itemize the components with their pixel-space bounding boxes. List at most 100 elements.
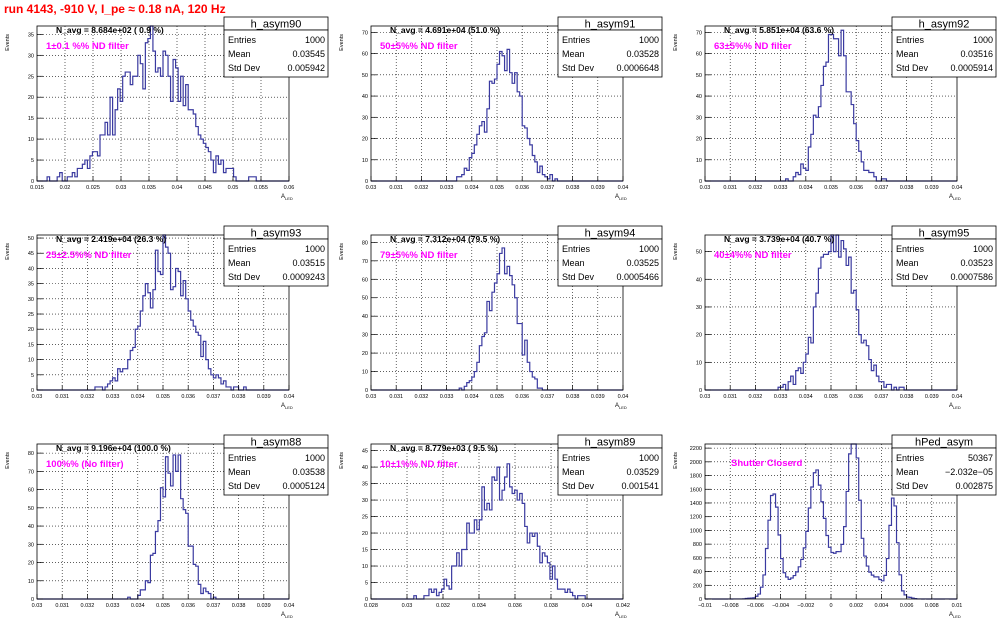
axis-ticks (704, 251, 958, 391)
y-tick-label: 30 (696, 305, 702, 311)
x-tick-label: 0.037 (875, 394, 889, 400)
histogram-bin (150, 308, 153, 390)
stats-mean-value: 0.03528 (626, 49, 659, 59)
stats-mean-value: 0.03538 (292, 467, 325, 477)
histogram-bin (522, 126, 525, 181)
histogram-bin (831, 34, 834, 181)
histogram-bin (532, 536, 535, 599)
plot-frame (370, 443, 624, 600)
histogram-bin (505, 71, 508, 181)
x-tick-label: 0.037 (541, 394, 555, 400)
histogram-bin (507, 266, 510, 390)
histogram-bin (879, 580, 882, 599)
histogram-pad-h_asym92: 0.03 0.031 0.032 0.033 0.034 0.035 0.036 0.037 0… (673, 16, 997, 201)
y-axis-title: Events (673, 34, 679, 51)
histogram-bin (158, 271, 161, 390)
x-tick-label: 0.008 (925, 603, 939, 609)
histogram-title: h_asym94 (585, 228, 636, 240)
y-axis-title: Events (339, 243, 345, 260)
stats-std-dev-value: 0.005942 (287, 63, 325, 73)
y-tick-label: 25 (28, 74, 34, 80)
histogram-bin (201, 357, 204, 390)
y-tick-label: 70 (28, 469, 34, 475)
x-tick-label: 0.03 (366, 185, 377, 191)
histogram-pad-h_asym93: 0.03 0.031 0.032 0.033 0.034 0.035 0.036 0.037 0… (5, 225, 329, 410)
y-tick-label: 0 (699, 597, 702, 603)
histogram-bin (520, 493, 523, 599)
x-tick-label: −0.004 (772, 603, 789, 609)
y-tick-label: 70 (696, 30, 702, 36)
stats-mean-label: Mean (562, 49, 585, 59)
stats-box-frame (223, 238, 329, 287)
y-tick-label: 60 (362, 277, 368, 283)
histogram-bin (148, 39, 151, 181)
stats-box-frame (557, 29, 663, 78)
x-tick-label: 0.04 (582, 603, 593, 609)
histogram-bin (472, 533, 475, 599)
x-tick-label: 0.037 (875, 185, 889, 191)
stats-box-frame (223, 29, 329, 78)
y-tick-label: 200 (693, 583, 702, 589)
y-tick-label: 40 (362, 314, 368, 320)
histogram-bin (469, 533, 472, 599)
x-tick-label: 0.031 (389, 185, 403, 191)
histogram-bin (565, 592, 568, 599)
y-tick-label: 10 (28, 358, 34, 364)
filter-annotation: 25±2.5%% ND filter (46, 250, 132, 261)
x-tick-label: 0.037 (207, 603, 221, 609)
histogram-bin (492, 83, 495, 181)
y-axis-title: Events (339, 34, 345, 51)
y-tick-labels: 0 10 20 30 40 50 (696, 250, 702, 394)
stats-box-frame (557, 238, 663, 287)
x-tick-label: 0.02 (60, 185, 71, 191)
histogram-title-box: h_asym89 (557, 434, 663, 449)
histogram-bin (464, 550, 467, 599)
canvas-title: run 4143, -910 V, I_pe ≈ 0.18 nA, 120 Hz (4, 2, 226, 16)
x-axis-title-sub: LED (285, 614, 293, 619)
x-tick-label: 0.033 (774, 394, 788, 400)
y-tick-label: 70 (362, 259, 368, 265)
x-axis-title-sub: LED (285, 196, 293, 201)
histogram-line (37, 25, 289, 182)
histogram-bin (484, 510, 487, 599)
y-axis-title: Events (5, 243, 11, 260)
x-tick-label: 0.039 (925, 394, 939, 400)
histogram-bin (108, 135, 111, 181)
y-tick-label: 30 (696, 115, 702, 121)
histogram-bin (125, 369, 128, 390)
stats-entries-value: 1000 (305, 453, 325, 463)
x-tick-label: 0.033 (106, 394, 120, 400)
x-tick-label: 0.038 (900, 185, 914, 191)
x-tick-label: 0.032 (749, 185, 763, 191)
x-tick-label: 0.036 (508, 603, 522, 609)
histogram-bin (479, 520, 482, 599)
y-tick-label: 10 (696, 158, 702, 164)
axis-ticks (704, 447, 958, 600)
stats-std-dev-value: 0.002875 (955, 481, 993, 491)
histogram-bin (836, 39, 839, 181)
x-axis-title: ALED (615, 194, 627, 201)
x-tick-label: 0.034 (465, 394, 479, 400)
histogram-bin (176, 471, 179, 599)
x-tick-label: −0.002 (797, 603, 814, 609)
stats-box: Entries 1000 Mean 0.03525 Std Dev 0.0005466 (557, 238, 663, 287)
x-tick-label: −0.01 (698, 603, 712, 609)
x-tick-label: 0.025 (86, 185, 100, 191)
y-tick-label: 60 (28, 488, 34, 494)
stats-entries-label: Entries (562, 453, 591, 463)
y-tick-label: 40 (696, 277, 702, 283)
x-tick-label: 0.03 (32, 394, 43, 400)
histogram-bin (87, 168, 90, 181)
stats-box-frame (557, 447, 663, 496)
y-axis-title: Events (5, 34, 11, 51)
stats-mean-label: Mean (228, 258, 251, 268)
histogram-bin (874, 577, 877, 599)
x-tick-label: 0.035 (490, 185, 504, 191)
histogram-bin (497, 64, 500, 181)
stats-std-dev-label: Std Dev (228, 272, 261, 282)
x-tick-labels: 0.03 0.031 0.032 0.033 0.034 0.035 0.036 0.037 0… (32, 603, 295, 609)
x-tick-label: −0.008 (722, 603, 739, 609)
x-tick-label: 0.032 (415, 394, 429, 400)
x-tick-label: 0.031 (723, 394, 737, 400)
histogram-bin (166, 247, 169, 390)
